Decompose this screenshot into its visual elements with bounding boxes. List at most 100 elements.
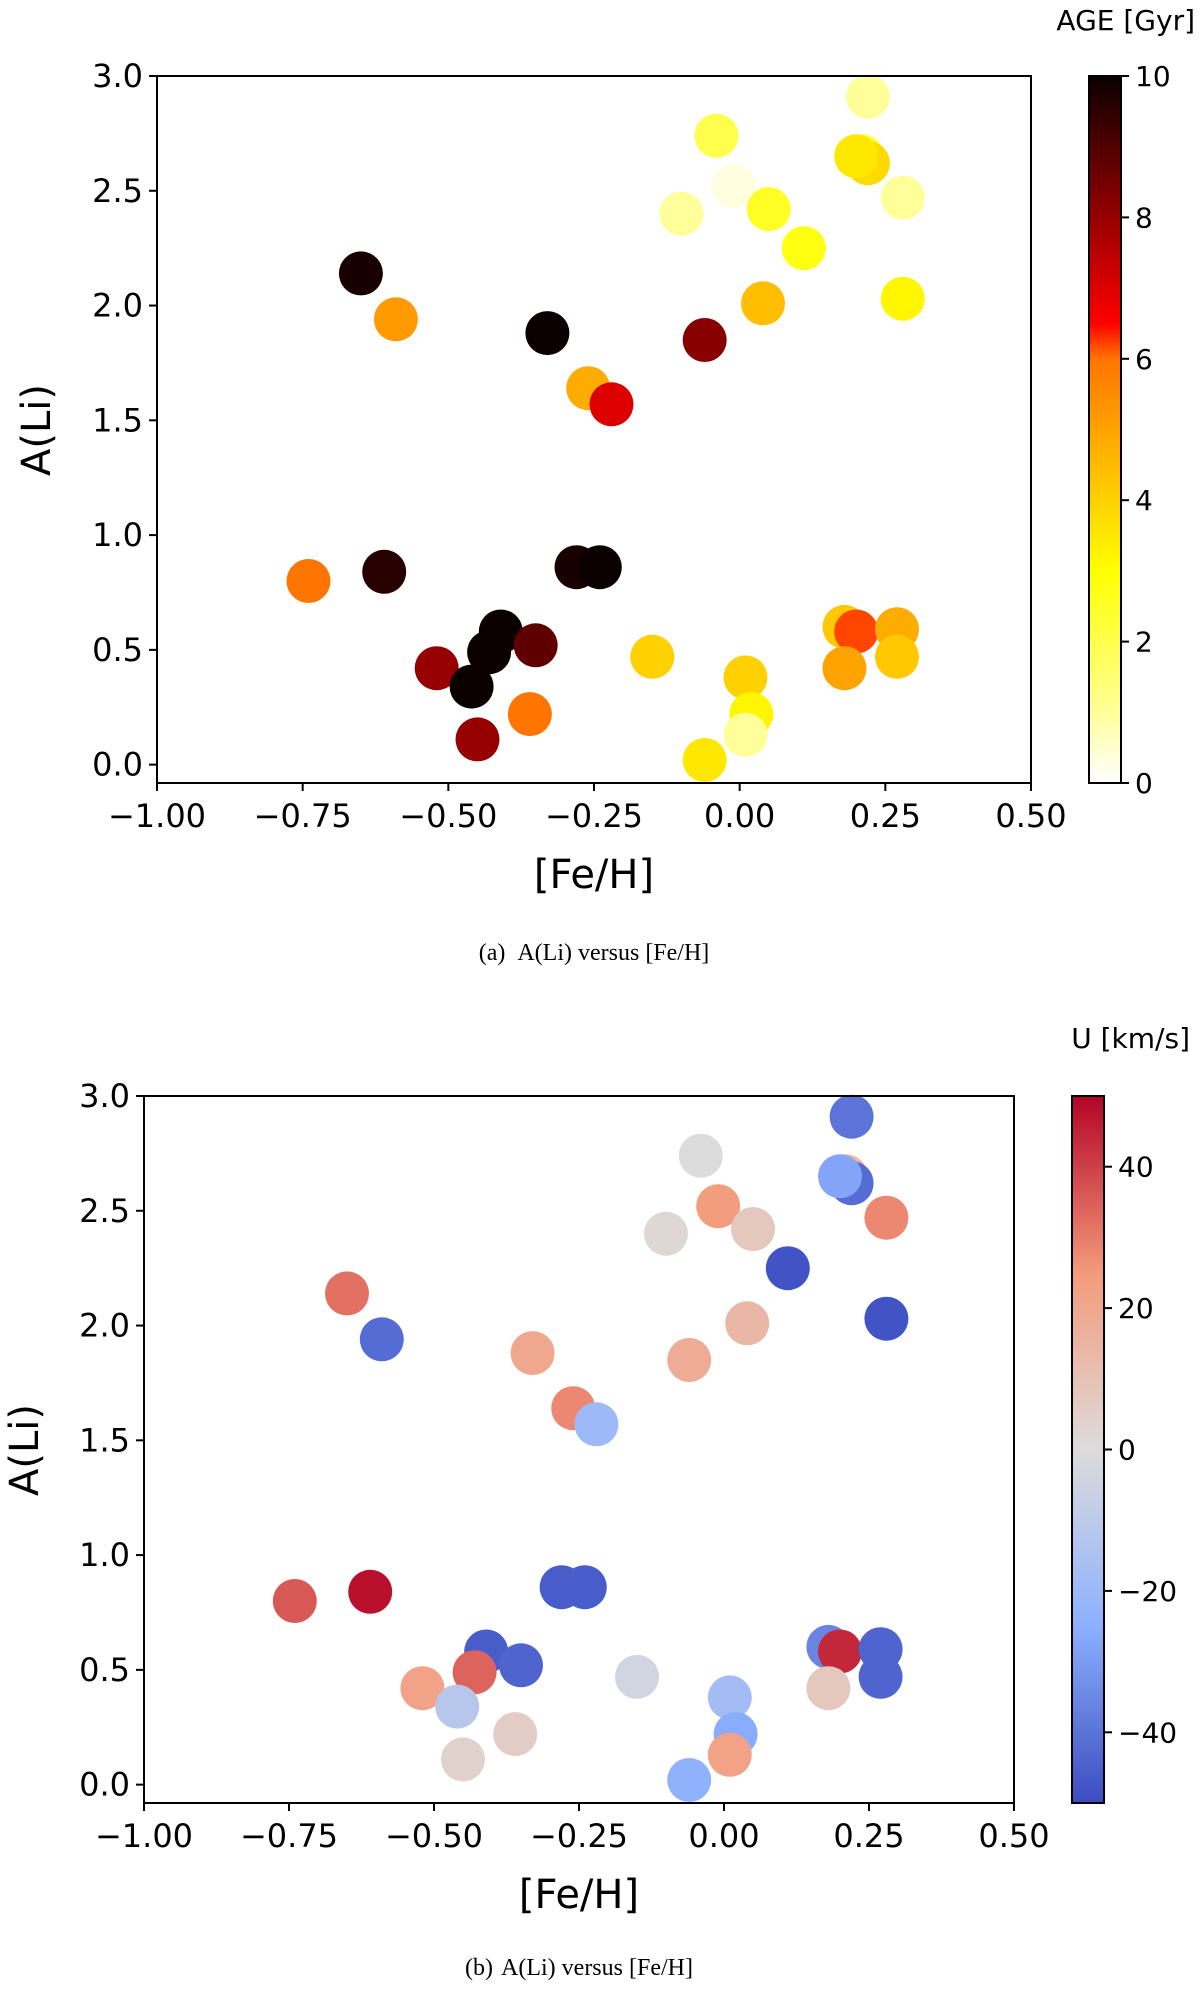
x-tick-label-b: −0.25 xyxy=(530,1817,628,1855)
x-axis-b: −1.00 −0.75 −0.50 −0.25 0.00 0.25 0.50 xyxy=(95,1803,1050,1855)
colorbar-tick-label-b: 40 xyxy=(1118,1151,1154,1184)
scatter-point-a-28 xyxy=(694,113,739,158)
scatter-point-a-30 xyxy=(659,191,704,236)
scatter-point-a-3 xyxy=(525,311,570,356)
x-tick-label-a: 0.25 xyxy=(850,797,921,835)
colorbar-tick-label-a: 10 xyxy=(1135,60,1171,93)
scatter-point-b-39 xyxy=(864,1296,909,1341)
y-tick-label-b: 1.0 xyxy=(79,1536,130,1574)
y-tick-label-a: 3.0 xyxy=(92,57,143,95)
scatter-point-a-37 xyxy=(834,134,879,179)
x-tick-label-b: −0.50 xyxy=(385,1817,483,1855)
scatter-point-b-3 xyxy=(510,1331,555,1376)
scatter-point-a-11 xyxy=(414,646,459,691)
colorbar-tick-label-b: −20 xyxy=(1118,1575,1177,1608)
colorbar-label-b: U [km/s] xyxy=(1071,1022,1190,1055)
colorbar-ticks-b: −40 −20 0 20 40 xyxy=(1104,1151,1177,1749)
scatter-point-b-29 xyxy=(696,1184,741,1229)
scatter-point-a-26 xyxy=(822,646,867,691)
colorbar-tick-label-a: 4 xyxy=(1135,484,1153,517)
scatter-point-a-14 xyxy=(513,623,558,668)
scatter-point-b-28 xyxy=(678,1133,723,1178)
y-axis-label-b: A(Li) xyxy=(2,1404,48,1496)
scatter-point-b-32 xyxy=(765,1246,810,1291)
scatter-points-b xyxy=(272,1094,909,1802)
y-tick-label-b: 2.5 xyxy=(79,1192,130,1230)
scatter-point-a-5 xyxy=(589,382,634,427)
scatter-point-a-32 xyxy=(781,226,826,271)
caption-text-a: A(Li) versus [Fe/H] xyxy=(517,940,709,966)
panel-b: −1.00 −0.75 −0.50 −0.25 0.00 0.25 0.50 0.0 0.5 1… xyxy=(2,1022,1190,1981)
scatter-point-b-5 xyxy=(574,1402,619,1447)
y-tick-label-a: 2.5 xyxy=(92,172,143,210)
colorbar-tick-label-a: 2 xyxy=(1135,626,1153,659)
y-tick-label-a: 0.0 xyxy=(92,746,143,784)
scatter-point-b-18 xyxy=(615,1654,659,1699)
scatter-point-a-15 xyxy=(449,664,494,709)
y-axis-b: 0.0 0.5 1.0 1.5 2.0 2.5 3.0 xyxy=(79,1077,144,1804)
colorbar-tick-label-a: 8 xyxy=(1135,201,1153,234)
y-tick-label-b: 0.0 xyxy=(79,1766,130,1804)
x-tick-label-b: 0.25 xyxy=(833,1817,904,1855)
y-axis-a: 0.0 0.5 1.0 1.5 2.0 2.5 3.0 xyxy=(92,57,157,784)
x-tick-label-b: 0.50 xyxy=(978,1817,1049,1855)
scatter-point-a-24 xyxy=(834,609,879,654)
x-tick-label-a: −0.75 xyxy=(254,797,352,835)
y-tick-label-a: 2.0 xyxy=(92,287,143,325)
x-tick-label-a: −0.25 xyxy=(545,797,643,835)
colorbar-tick-label-b: −40 xyxy=(1118,1716,1177,1749)
colorbar-b xyxy=(1071,1095,1105,1804)
scatter-point-a-34 xyxy=(845,74,890,119)
scatter-point-a-16 xyxy=(455,717,500,762)
y-tick-label-a: 1.5 xyxy=(92,401,143,439)
x-tick-label-a: −0.50 xyxy=(399,797,497,835)
scatter-point-b-6 xyxy=(667,1338,712,1382)
scatter-point-b-37 xyxy=(818,1154,862,1199)
colorbar-tick-label-a: 6 xyxy=(1135,343,1153,376)
caption-text-b: A(Li) versus [Fe/H] xyxy=(501,1955,693,1981)
y-axis-label-a: A(Li) xyxy=(14,384,60,476)
scatter-point-b-14 xyxy=(499,1643,543,1688)
scatter-point-b-30 xyxy=(644,1211,688,1256)
y-tick-label-b: 1.5 xyxy=(79,1421,130,1459)
x-tick-label-a: −1.00 xyxy=(108,797,206,835)
scatter-point-b-33 xyxy=(725,1301,770,1346)
colorbar-tick-label-b: 0 xyxy=(1118,1434,1136,1467)
scatter-point-b-16 xyxy=(441,1737,485,1782)
scatter-point-a-19 xyxy=(723,655,768,700)
scatter-point-a-2 xyxy=(373,297,418,342)
scatter-point-b-24 xyxy=(818,1629,862,1674)
scatter-point-b-13 xyxy=(452,1650,497,1695)
y-tick-label-b: 2.0 xyxy=(79,1307,130,1345)
scatter-point-b-27 xyxy=(858,1654,903,1699)
scatter-point-a-33 xyxy=(741,281,785,326)
y-tick-label-a: 0.5 xyxy=(92,631,143,669)
scatter-point-b-10 xyxy=(562,1565,607,1610)
scatter-points-a xyxy=(286,74,925,782)
scatter-point-b-15 xyxy=(435,1684,480,1729)
x-tick-label-a: 0.50 xyxy=(995,797,1066,835)
scatter-point-b-7 xyxy=(272,1579,317,1623)
y-tick-label-b: 3.0 xyxy=(79,1077,130,1115)
scatter-point-a-38 xyxy=(880,175,925,220)
colorbar-label-a: AGE [Gyr] xyxy=(1056,4,1195,37)
scatter-point-a-22 xyxy=(682,738,727,782)
scatter-point-a-39 xyxy=(880,276,925,321)
panel-label-a: (a) xyxy=(479,940,506,966)
caption-b: (b) A(Li) versus [Fe/H] xyxy=(465,1955,693,1981)
y-tick-label-a: 1.0 xyxy=(92,516,143,554)
scatter-point-a-1 xyxy=(338,251,383,296)
scatter-point-a-17 xyxy=(507,692,552,737)
scatter-point-a-10 xyxy=(577,545,622,590)
x-axis-label-a: [Fe/H] xyxy=(534,852,654,898)
caption-a: (a) A(Li) versus [Fe/H] xyxy=(479,940,710,966)
scatter-point-b-21 xyxy=(707,1732,752,1777)
scatter-point-b-31 xyxy=(731,1207,775,1252)
scatter-point-b-26 xyxy=(806,1666,851,1711)
scatter-point-a-13 xyxy=(467,630,512,675)
x-axis-label-b: [Fe/H] xyxy=(519,1872,639,1918)
scatter-point-a-27 xyxy=(875,634,919,679)
scatter-point-b-2 xyxy=(359,1317,404,1362)
colorbar-tick-label-b: 20 xyxy=(1118,1292,1154,1325)
